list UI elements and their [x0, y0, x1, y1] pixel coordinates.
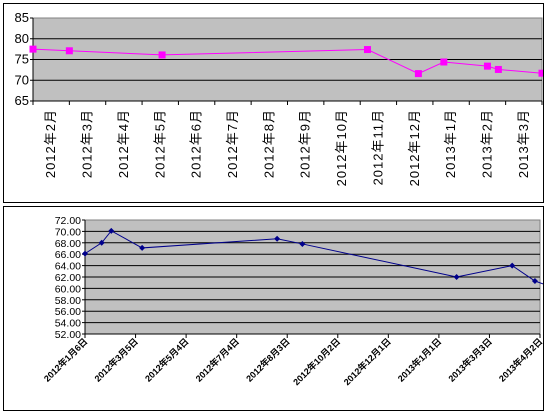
data-point	[453, 274, 460, 280]
y-tick-label: 62.00	[55, 272, 81, 284]
y-tick-label: 65	[15, 93, 29, 108]
x-tick-label: 2013年3月3日	[446, 336, 494, 384]
data-point	[509, 262, 516, 269]
data-point	[363, 46, 371, 54]
y-tick-label: 68.00	[55, 238, 81, 250]
x-tick-label: 2012年3月	[80, 109, 95, 178]
data-point	[82, 250, 88, 257]
y-tick-label: 75	[15, 52, 29, 67]
y-tick-label: 70.00	[55, 226, 81, 238]
data-point	[538, 69, 543, 77]
data-point	[414, 70, 422, 78]
x-tick-label: 2012年8月3日	[244, 336, 292, 384]
y-tick-label: 60.00	[55, 283, 81, 295]
bottom-chart-panel: 52.00 54.00 56.00 58.00 60.00 62.00 64.00 66.00…	[3, 206, 544, 411]
data-point	[494, 65, 502, 73]
x-tick-label: 2012年9月	[298, 109, 313, 178]
y-tick-label: 58.00	[55, 295, 81, 307]
x-tick-label: 2012年12月1日	[341, 336, 393, 388]
y-tick-label: 66.00	[55, 249, 81, 261]
data-point	[98, 239, 105, 246]
x-tick-label: 2012年7月4日	[193, 336, 241, 384]
y-tick-label: 70	[15, 72, 29, 87]
data-point	[531, 277, 538, 284]
data-point	[29, 45, 37, 53]
x-tick-label: 2013年2月	[479, 109, 494, 178]
x-tick-label: 2013年1月	[443, 109, 458, 178]
data-point	[108, 227, 115, 234]
top-chart-panel: 65 70 75 80 85 2012年2月 2012年3月 2012年4月 2012年5月 20…	[3, 3, 544, 203]
data-point	[440, 58, 448, 66]
data-point	[299, 240, 306, 247]
x-tick-label: 2012年12月	[407, 109, 422, 186]
y-tick-label: 64.00	[55, 261, 81, 273]
x-tick-label: 2013年4月2日	[496, 336, 543, 384]
y-tick-label: 52.00	[55, 329, 81, 341]
x-tick-label: 2012年3月5日	[92, 336, 140, 384]
x-tick-label: 2012年5月	[152, 109, 167, 178]
data-point	[158, 51, 166, 59]
y-tick-label: 56.00	[55, 306, 81, 318]
x-tick-label: 2012年4月	[116, 109, 131, 178]
x-tick-label: 2012年7月	[225, 109, 240, 178]
data-point	[139, 244, 146, 251]
top-line-chart: 65 70 75 80 85 2012年2月 2012年3月 2012年4月 2012年5月 20…	[15, 10, 543, 186]
data-point	[65, 47, 73, 55]
x-tick-label: 2012年8月	[261, 109, 276, 178]
y-tick-label: 80	[15, 31, 29, 46]
y-tick-label: 72.00	[55, 215, 81, 227]
x-tick-label: 2012年5月4日	[142, 336, 190, 384]
x-tick-label: 2013年1月1日	[395, 336, 443, 384]
x-tick-label: 2012年11月	[370, 109, 385, 185]
x-tick-label: 2012年10月	[334, 109, 349, 186]
bottom-line-chart: 52.0054.0056.0058.0060.0062.0064.0066.00…	[41, 215, 543, 388]
x-tick-label: 2012年1月6日	[41, 336, 89, 384]
x-tick-label: 2013年3月	[516, 109, 531, 178]
y-tick-label: 54.00	[55, 318, 81, 330]
y-tick-label: 85	[15, 10, 29, 25]
x-tick-label: 2012年2月	[43, 109, 58, 178]
x-tick-label: 2012年6月	[189, 109, 204, 178]
x-tick-label: 2012年10月2日	[291, 336, 343, 388]
data-point	[483, 62, 491, 70]
data-point	[274, 235, 281, 242]
